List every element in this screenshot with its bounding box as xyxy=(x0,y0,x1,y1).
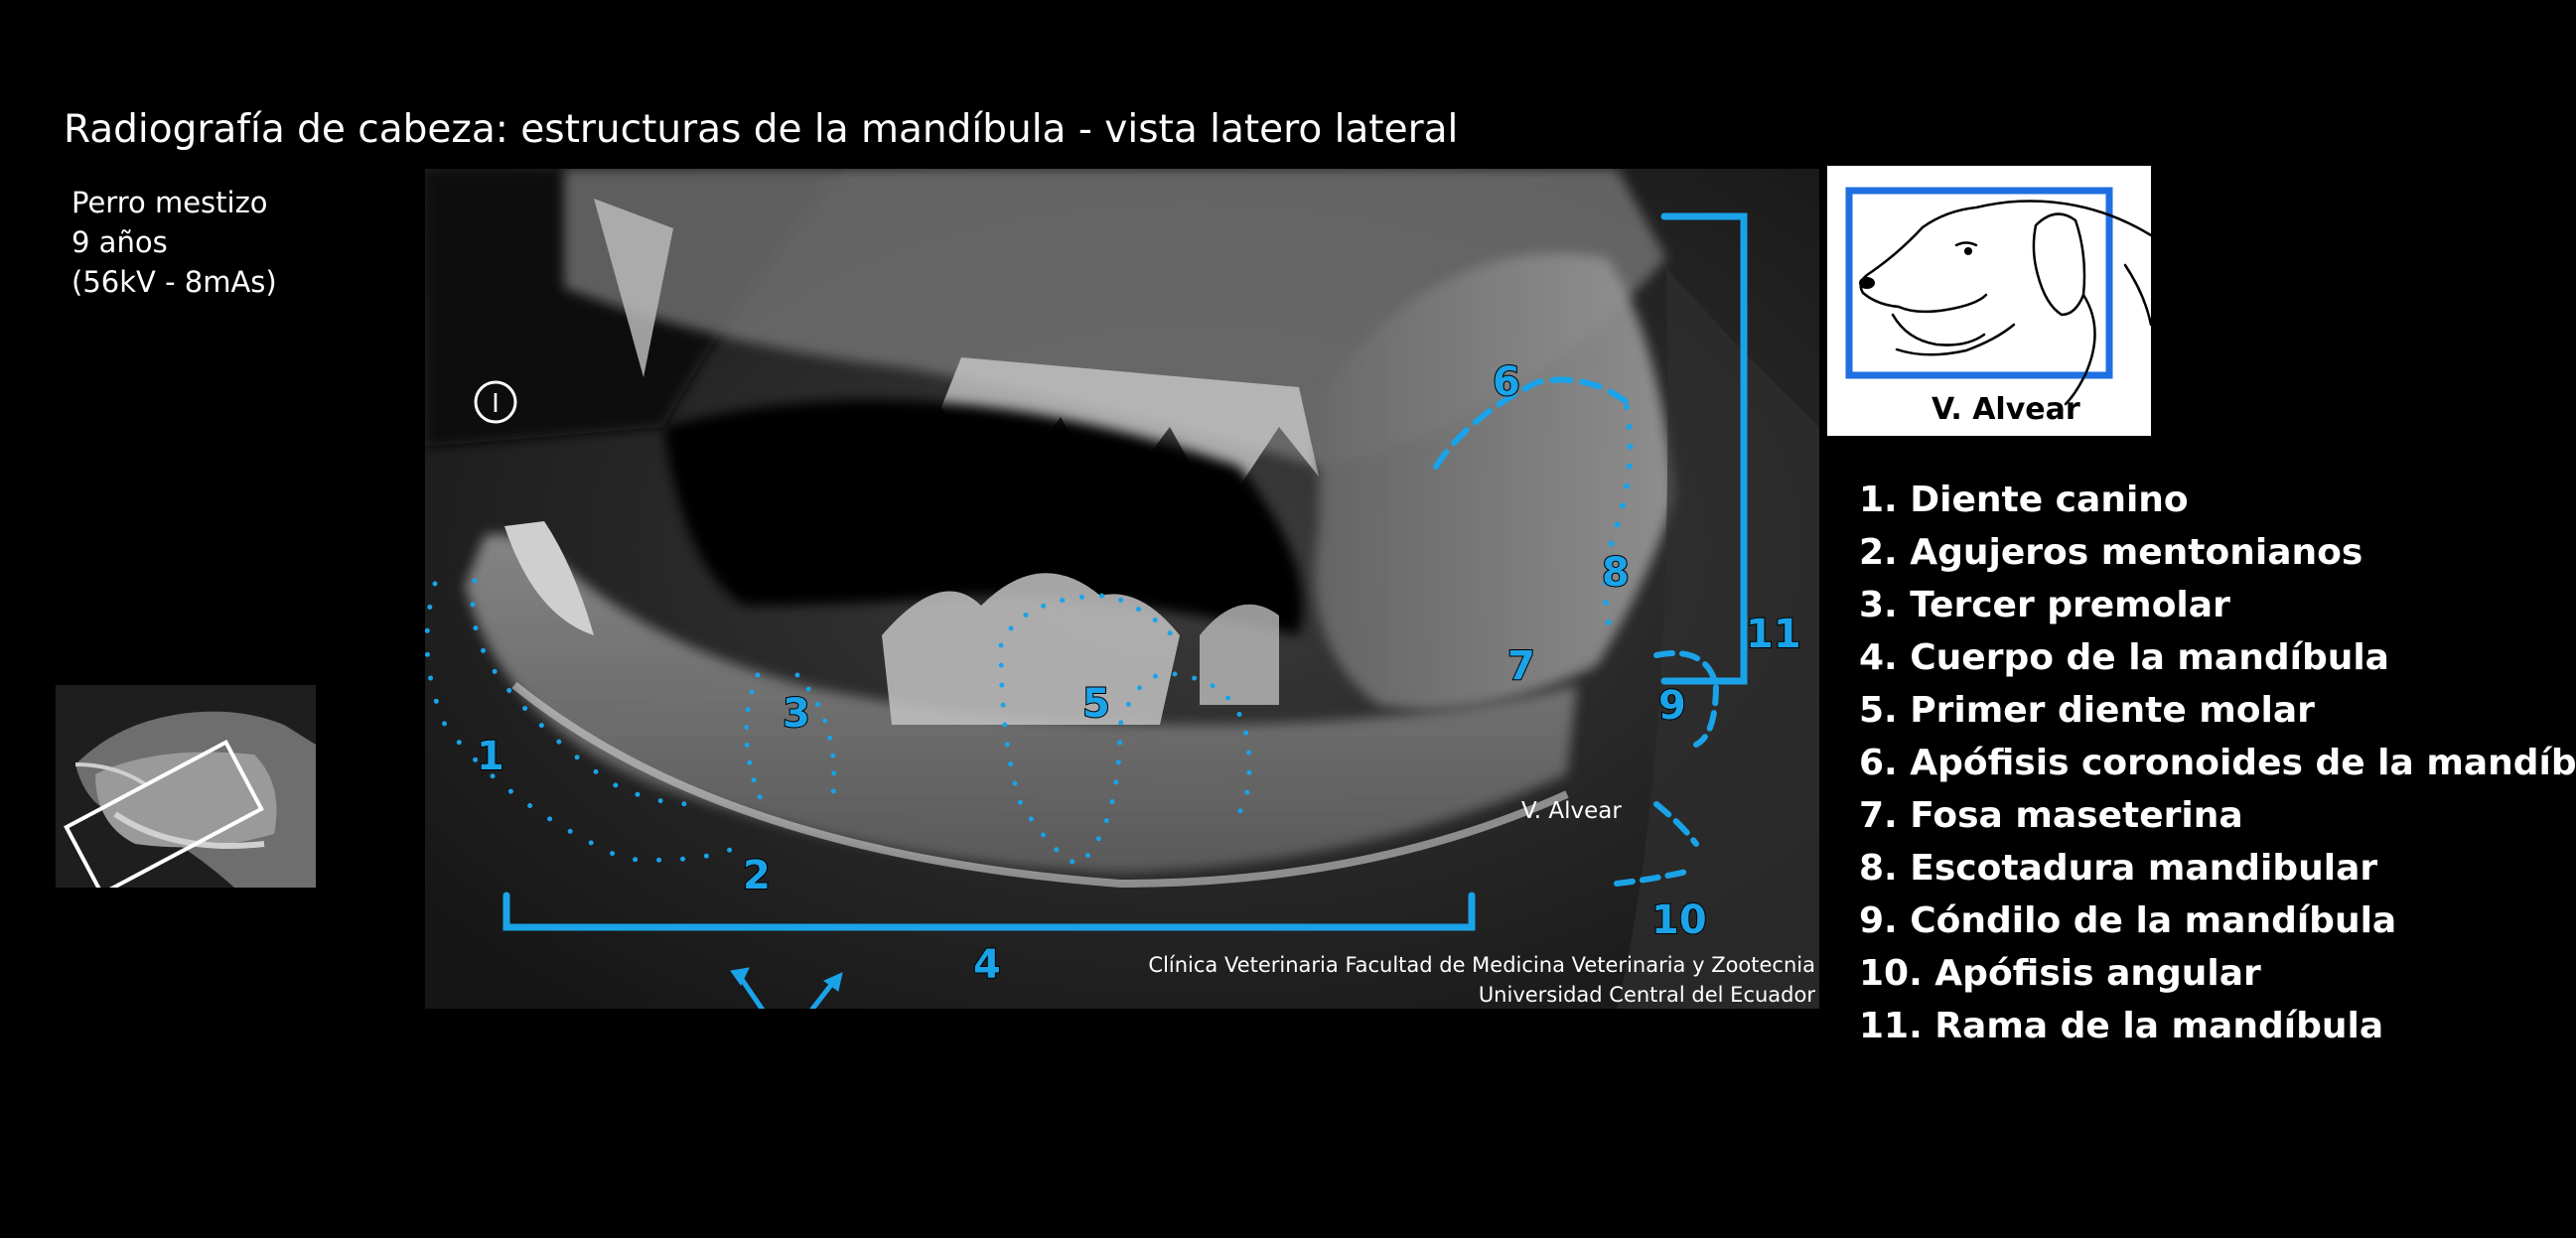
legend-item: 6. Apófisis coronoides de la mandíbula xyxy=(1859,743,2576,783)
dog-head-illustration: V. Alvear xyxy=(1845,187,2153,427)
xray-signature: V. Alvear xyxy=(1521,798,1622,824)
patient-info: Perro mestizo 9 años (56kV - 8mAs) xyxy=(72,183,277,302)
legend-item: 2. Agujeros mentonianos xyxy=(1859,532,2363,573)
marker-6: 6 xyxy=(1493,359,1520,405)
angular-process-outline xyxy=(1614,801,1699,887)
legend-item: 9. Cóndilo de la mandíbula xyxy=(1859,900,2397,941)
canine-outline xyxy=(425,578,736,863)
orientation-marker-label: I xyxy=(492,389,500,419)
thumbnail-region-box xyxy=(64,740,264,888)
marker-7: 7 xyxy=(1507,643,1535,689)
marker-10: 10 xyxy=(1651,897,1707,943)
marker-5: 5 xyxy=(1082,681,1110,727)
legend-item: 4. Cuerpo de la mandíbula xyxy=(1859,637,2389,678)
legend-item: 5. Primer diente molar xyxy=(1859,690,2315,731)
radiograph-image: I 1 2 3 5 6 7 8 9 10 11 xyxy=(425,169,1819,1009)
marker-9: 9 xyxy=(1658,683,1686,729)
legend-item: 1. Diente canino xyxy=(1859,480,2189,520)
ramus-bracket xyxy=(1660,212,1748,685)
patient-species: Perro mestizo xyxy=(72,186,268,219)
mental-foramen-arrow-1 xyxy=(738,975,766,1009)
coronoid-process-outline xyxy=(1433,376,1630,470)
marker-8: 8 xyxy=(1602,550,1630,596)
orientation-marker-circle xyxy=(474,380,517,424)
marker-11: 11 xyxy=(1746,612,1801,657)
legend-item: 10. Apófisis angular xyxy=(1859,953,2261,994)
skull-thumbnail xyxy=(56,685,316,888)
illustration-author: V. Alvear xyxy=(1932,392,2080,427)
legend-item: 11. Rama de la mandíbula xyxy=(1859,1006,2384,1046)
credit-line-2: Universidad Central del Ecuador xyxy=(1478,983,1815,1007)
patient-age: 9 años xyxy=(72,225,168,259)
legend-item: 8. Escotadura mandibular xyxy=(1859,848,2378,889)
mental-foramen-arrow-2 xyxy=(809,978,837,1009)
dog-illustration-panel: V. Alvear xyxy=(1827,166,2153,436)
marker-2: 2 xyxy=(743,853,771,898)
marker-4-wrap: 4 xyxy=(972,941,1002,989)
body-bracket xyxy=(502,892,1476,931)
page-title: Radiografía de cabeza: estructuras de la… xyxy=(64,107,1459,152)
exposure-settings: (56kV - 8mAs) xyxy=(72,265,277,299)
marker-1: 1 xyxy=(477,734,504,779)
legend-item: 7. Fosa maseterina xyxy=(1859,795,2243,836)
marker-3: 3 xyxy=(783,691,810,737)
mandibular-notch-outline xyxy=(1602,404,1634,638)
condyle-outline xyxy=(1653,650,1720,748)
credit-line-1: Clínica Veterinaria Facultad de Medicina… xyxy=(1148,953,1815,977)
legend-list: 1. Diente canino 2. Agujeros mentonianos… xyxy=(1859,474,2576,1052)
region-box xyxy=(1845,187,2113,379)
legend-item: 3. Tercer premolar xyxy=(1859,585,2230,625)
marker-4: 4 xyxy=(973,942,1001,988)
